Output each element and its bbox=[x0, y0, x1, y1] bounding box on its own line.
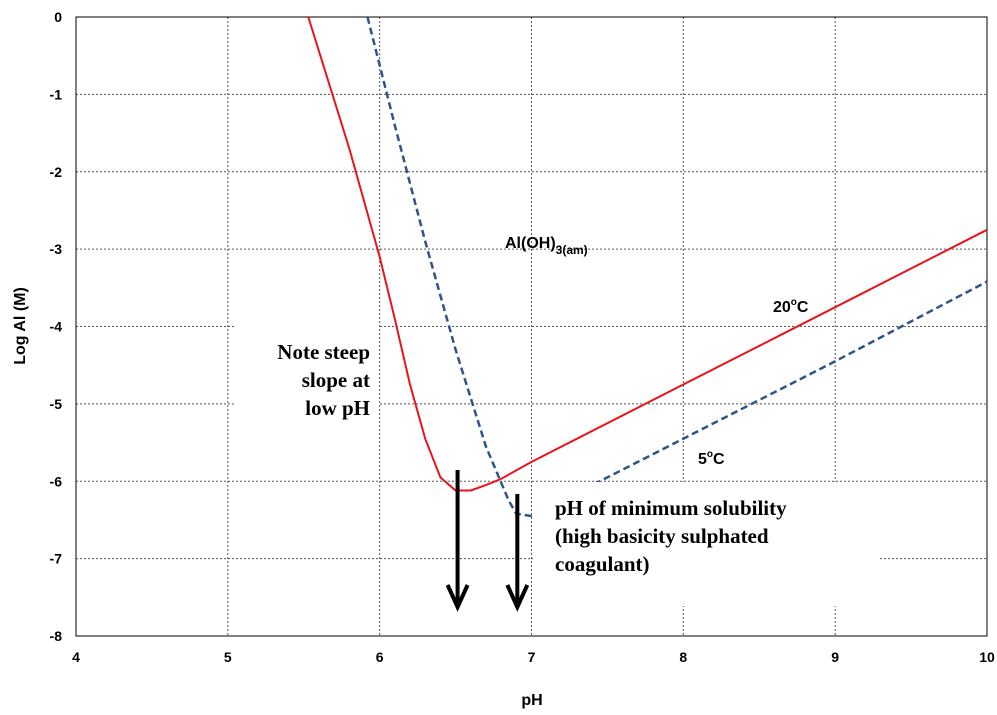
series-label-5c-sup: o bbox=[707, 449, 713, 460]
x-axis-title: pH bbox=[521, 692, 542, 709]
x-tick-label: 9 bbox=[831, 649, 839, 665]
x-tick-label: 6 bbox=[376, 649, 384, 665]
note-steep-line-3: low pH bbox=[305, 396, 370, 420]
series-label-20c-sup: o bbox=[791, 297, 797, 308]
series-label-20c: 20oC bbox=[773, 297, 809, 316]
series-line-20c bbox=[307, 16, 988, 492]
note-min-solubility: pH of minimum solubility (high basicity … bbox=[533, 482, 878, 606]
note-steep-line-2: slope at bbox=[301, 368, 370, 392]
series-label-5c: 5oC bbox=[698, 449, 725, 468]
y-tick-label: -7 bbox=[50, 551, 63, 567]
y-tick-label: -8 bbox=[50, 628, 63, 644]
y-tick-label: -2 bbox=[50, 164, 63, 180]
region-label-main: Al(OH) bbox=[505, 235, 556, 252]
note-min-line-3: coagulant) bbox=[555, 552, 650, 576]
series-label-5c-num: 5 bbox=[698, 451, 707, 468]
series-label-20c-unit: C bbox=[797, 299, 809, 316]
y-tick-label: -3 bbox=[50, 241, 63, 257]
region-label: Al(OH)3(am) bbox=[505, 235, 588, 257]
y-axis-title: Log Al (M) bbox=[12, 287, 29, 365]
note-steep-slope: Note steep slope at low pH bbox=[234, 326, 378, 429]
x-tick-label: 5 bbox=[224, 649, 232, 665]
arrow-head bbox=[445, 584, 470, 612]
x-tick-label: 8 bbox=[679, 649, 687, 665]
series-line-5c bbox=[366, 16, 988, 518]
x-tick-label: 4 bbox=[72, 649, 80, 665]
y-tick-label: -5 bbox=[50, 396, 63, 412]
arrows bbox=[445, 470, 530, 612]
grid bbox=[76, 17, 987, 636]
y-tick-label: 0 bbox=[54, 9, 62, 25]
y-tick-label: -1 bbox=[50, 86, 63, 102]
curves bbox=[307, 16, 988, 518]
series-label-5c-unit: C bbox=[713, 451, 725, 468]
x-tick-label: 7 bbox=[528, 649, 536, 665]
tick-labels: 4 5 6 7 8 9 10 0 -1 -2 -3 -4 -5 -6 -7 -8 bbox=[50, 9, 995, 665]
y-tick-label: -4 bbox=[50, 319, 63, 335]
y-tick-label: -6 bbox=[50, 473, 63, 489]
x-tick-label: 10 bbox=[979, 649, 995, 665]
note-min-line-2: (high basicity sulphated bbox=[555, 524, 769, 548]
series-label-20c-num: 20 bbox=[773, 299, 791, 316]
plot-frame bbox=[75, 16, 988, 637]
note-min-line-1: pH of minimum solubility bbox=[555, 496, 787, 520]
arrow-head bbox=[505, 584, 530, 612]
region-label-sub: 3(am) bbox=[556, 243, 588, 257]
note-steep-line-1: Note steep bbox=[277, 340, 370, 364]
